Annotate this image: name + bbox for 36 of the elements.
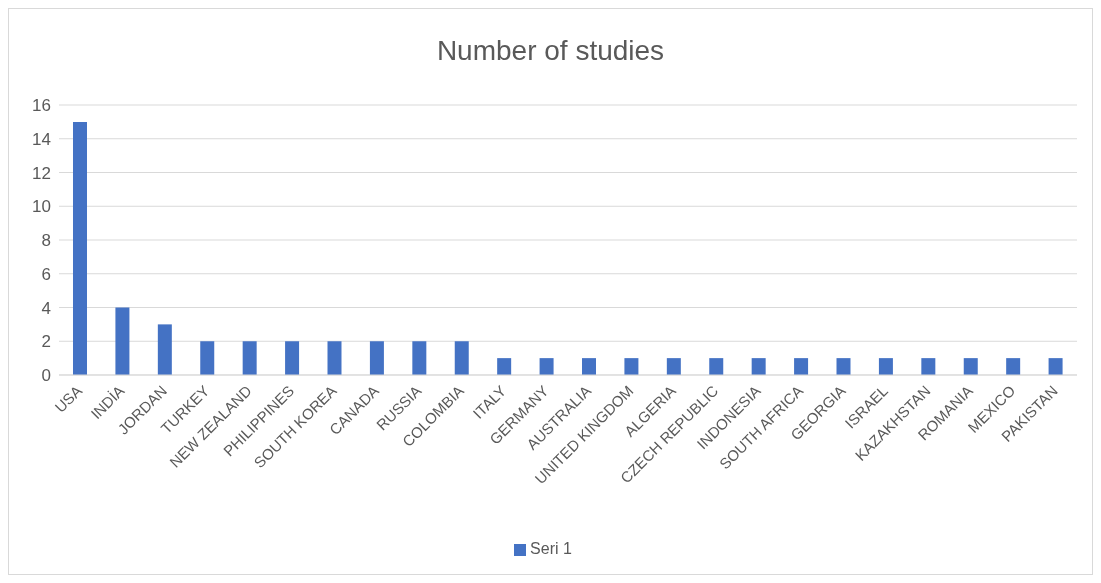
legend-label: Seri 1 bbox=[530, 540, 572, 557]
bar bbox=[836, 358, 851, 375]
bar bbox=[1048, 358, 1063, 375]
bar bbox=[497, 358, 512, 375]
bar bbox=[242, 341, 257, 375]
bar bbox=[200, 341, 215, 375]
bar bbox=[751, 358, 766, 375]
bar bbox=[666, 358, 681, 375]
bar bbox=[454, 341, 469, 375]
x-tick-label: USA bbox=[51, 381, 86, 416]
bar bbox=[412, 341, 427, 375]
bar bbox=[327, 341, 342, 375]
bar bbox=[369, 341, 384, 375]
y-tick-label: 6 bbox=[41, 264, 51, 284]
y-tick-label: 8 bbox=[41, 231, 51, 251]
bar bbox=[963, 358, 978, 375]
y-tick-label: 2 bbox=[41, 332, 51, 352]
bar bbox=[115, 307, 130, 375]
bar bbox=[539, 358, 554, 375]
chart-title: Number of studies bbox=[435, 35, 666, 67]
bar bbox=[582, 358, 596, 375]
y-tick-label: 14 bbox=[32, 129, 51, 149]
y-tick-label: 16 bbox=[32, 96, 51, 116]
bar bbox=[709, 358, 724, 375]
bar bbox=[921, 358, 936, 375]
bar bbox=[157, 324, 172, 375]
y-tick-label: 12 bbox=[32, 163, 51, 183]
bar bbox=[1006, 358, 1021, 375]
bar bbox=[878, 358, 893, 375]
bar bbox=[624, 358, 639, 375]
y-tick-label: 10 bbox=[32, 197, 51, 217]
bar bbox=[73, 121, 87, 375]
y-tick-label: 0 bbox=[41, 366, 51, 386]
y-tick-label: 4 bbox=[41, 298, 51, 318]
bar bbox=[285, 341, 300, 375]
bar bbox=[794, 358, 809, 375]
